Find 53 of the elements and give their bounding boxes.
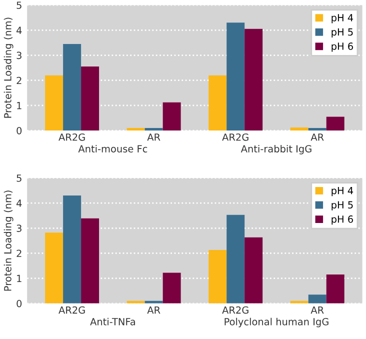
legend-label: pH 5 (332, 28, 353, 38)
y-tick-label: 5 (16, 174, 22, 182)
y-tick-label: 0 (16, 300, 22, 308)
text: Polyclonal human IgG (224, 318, 328, 328)
x-tick-label: AR (147, 306, 160, 314)
y-tick-label: 3 (16, 52, 22, 60)
bar (244, 237, 263, 304)
y-tick-label: 1 (17, 102, 22, 110)
bar (45, 75, 64, 131)
x-tick-label: AR (310, 306, 324, 314)
bar (208, 75, 227, 131)
bar (226, 214, 245, 304)
y-tick-label: 0 (16, 126, 22, 134)
x-tick-label: AR (147, 134, 160, 141)
y-tick-label: 4 (16, 26, 22, 34)
y-tick-label: 4 (16, 200, 22, 207)
text: Anti-rabbit IgG (240, 144, 312, 154)
bar (162, 102, 181, 131)
y-tick-label: 2 (16, 76, 22, 84)
text: Anti-TNFa (90, 318, 135, 326)
bar (45, 232, 64, 304)
bar (244, 28, 263, 131)
bar (162, 272, 181, 304)
x-tick-label: AR2G (58, 306, 85, 314)
text: Anti-mouse Fc (78, 144, 148, 152)
bar (144, 128, 163, 131)
bar (126, 128, 145, 131)
bar (308, 294, 326, 304)
y-axis-title: Protein Loading (nm) (4, 190, 14, 291)
legend-label: pH 6 (332, 42, 353, 52)
legend-label: pH 4 (332, 14, 354, 24)
bar (81, 218, 100, 304)
x-tick-label: AR (310, 134, 324, 141)
legend-label: pH 6 (332, 215, 353, 225)
y-axis-title: Protein Loading (nm) (4, 18, 14, 118)
bar (63, 44, 82, 131)
x-tick-label: AR2G (222, 306, 248, 314)
y-tick-label: 3 (16, 224, 22, 232)
x-tick-label: AR2G (58, 133, 85, 141)
y-tick-label: 2 (16, 250, 22, 257)
legend-label: pH 5 (332, 201, 353, 210)
bar (63, 196, 82, 304)
bar (290, 128, 308, 131)
legend-label: pH 4 (332, 187, 354, 196)
y-tick-label: 5 (16, 2, 22, 9)
x-tick-label: AR2G (222, 133, 248, 141)
bar (326, 274, 344, 304)
bar (308, 128, 326, 131)
bar (208, 250, 227, 304)
bar (326, 116, 344, 131)
y-tick-label: 1 (17, 274, 22, 282)
bar (226, 22, 245, 131)
bar (81, 66, 100, 131)
